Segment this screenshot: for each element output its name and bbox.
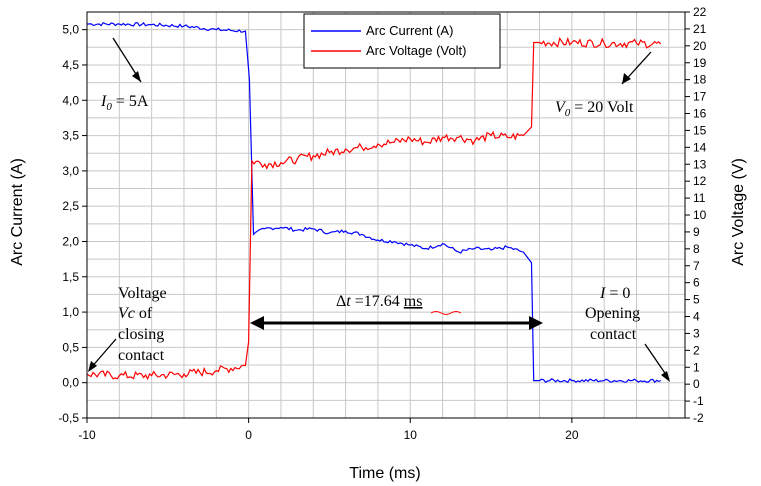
- legend: Arc Current (A) Arc Voltage (Volt): [303, 13, 501, 69]
- arrowhead-vc: [88, 361, 97, 372]
- y-right-tick-label: 16: [693, 107, 707, 121]
- y-right-tick-label: 7: [693, 259, 700, 273]
- legend-current-label: Arc Current (A): [366, 23, 453, 38]
- y-left-tick-label: 4,5: [62, 58, 79, 72]
- y-right-tick-label: 5: [693, 293, 700, 307]
- y-right-tick-label: 8: [693, 242, 700, 256]
- series-line-voltage: [86, 36, 662, 381]
- y-right-tick-label: 0: [693, 377, 700, 391]
- y-right-tick-label: 11: [693, 191, 706, 205]
- y-right-tick-label: 13: [693, 157, 707, 171]
- y-right-tick-label: 9: [693, 225, 700, 239]
- y-right-tick-label: 19: [693, 56, 707, 70]
- annotations: I0 = 5A V0 = 20 Volt Voltage Vc of closi…: [88, 37, 670, 382]
- x-tick-label: -10: [78, 428, 96, 442]
- y-left-tick-label: 3,0: [62, 164, 79, 178]
- y-right-tick-label: 18: [693, 73, 707, 87]
- y-left-tick-label: 4,0: [62, 93, 79, 107]
- x-tick-label: 20: [565, 428, 579, 442]
- y-left-tick-label: 0,5: [62, 340, 79, 354]
- y-right-tick-label: 6: [693, 276, 700, 290]
- annotation-opening-line2: contact: [590, 326, 637, 343]
- y-left-tick-label: 2,5: [62, 199, 79, 213]
- y-right-tick-label: 15: [693, 123, 707, 137]
- y-right-tick-label: 3: [693, 326, 700, 340]
- y-right-tick-label: 22: [693, 5, 707, 19]
- y-left-tick-label: 1,0: [62, 305, 79, 319]
- y-right-tick-label: 2: [693, 343, 700, 357]
- arrowhead-v0: [622, 73, 631, 84]
- y-right-tick-label: -2: [693, 411, 704, 425]
- y-axis-right-label: Arc Voltage (V): [730, 158, 747, 266]
- annotation-voltage-line4: contact: [118, 347, 165, 364]
- annotation-voltage-line3: closing: [118, 326, 164, 343]
- y-left-tick-label: 2,0: [62, 234, 79, 248]
- annotation-i0: I0 = 5A: [100, 93, 149, 113]
- y-left-tick-label: 3,5: [62, 129, 79, 143]
- arrowhead-i0: [132, 71, 141, 82]
- y-right-tick-label: 10: [693, 208, 707, 222]
- y-axis-left-label: Arc Current (A): [9, 158, 26, 266]
- plot-frame: [86, 11, 686, 419]
- series-line-current: [87, 21, 662, 384]
- y-right-tick-label: 12: [693, 174, 707, 188]
- y-left-tick-label: -0,5: [58, 411, 79, 425]
- legend-voltage-label: Arc Voltage (Volt): [366, 43, 466, 58]
- annotation-opening-line1: Opening: [585, 305, 640, 322]
- annotation-voltage-line1: Voltage: [118, 285, 167, 302]
- annotation-delta-t: Δt =17.64 ms: [336, 293, 422, 310]
- delta-t-arrowhead-right: [529, 316, 543, 330]
- ticks-layer: -10 0 10 20-0,50,00,51,01,52,02,53,03,54,04…: [58, 5, 706, 442]
- y-right-tick-label: 14: [693, 140, 707, 154]
- legend-box: [303, 13, 501, 69]
- y-left-tick-label: 5,0: [62, 23, 79, 37]
- x-tick-label: 0: [245, 428, 252, 442]
- annotation-voltage-line2: Vc of: [118, 305, 153, 322]
- spellcheck-underline: [430, 311, 462, 315]
- arrowhead-i-zero: [661, 371, 670, 382]
- x-tick-label: 10: [404, 428, 418, 442]
- y-right-tick-label: 21: [693, 22, 707, 36]
- y-right-tick-label: 17: [693, 90, 707, 104]
- y-right-tick-label: 4: [693, 310, 700, 324]
- y-right-tick-label: 1: [693, 360, 700, 374]
- x-axis-label: Time (ms): [349, 465, 420, 482]
- grid-layer: [86, 11, 685, 419]
- annotation-i-zero: I = 0: [599, 285, 630, 302]
- y-left-tick-label: 1,5: [62, 270, 79, 284]
- y-left-tick-label: 0,0: [62, 376, 79, 390]
- series-layer: [86, 21, 662, 384]
- y-right-tick-label: -1: [693, 394, 704, 408]
- annotation-v0: V0 = 20 Volt: [555, 99, 634, 119]
- delta-t-arrowhead-left: [250, 316, 264, 330]
- y-right-tick-label: 20: [693, 39, 707, 53]
